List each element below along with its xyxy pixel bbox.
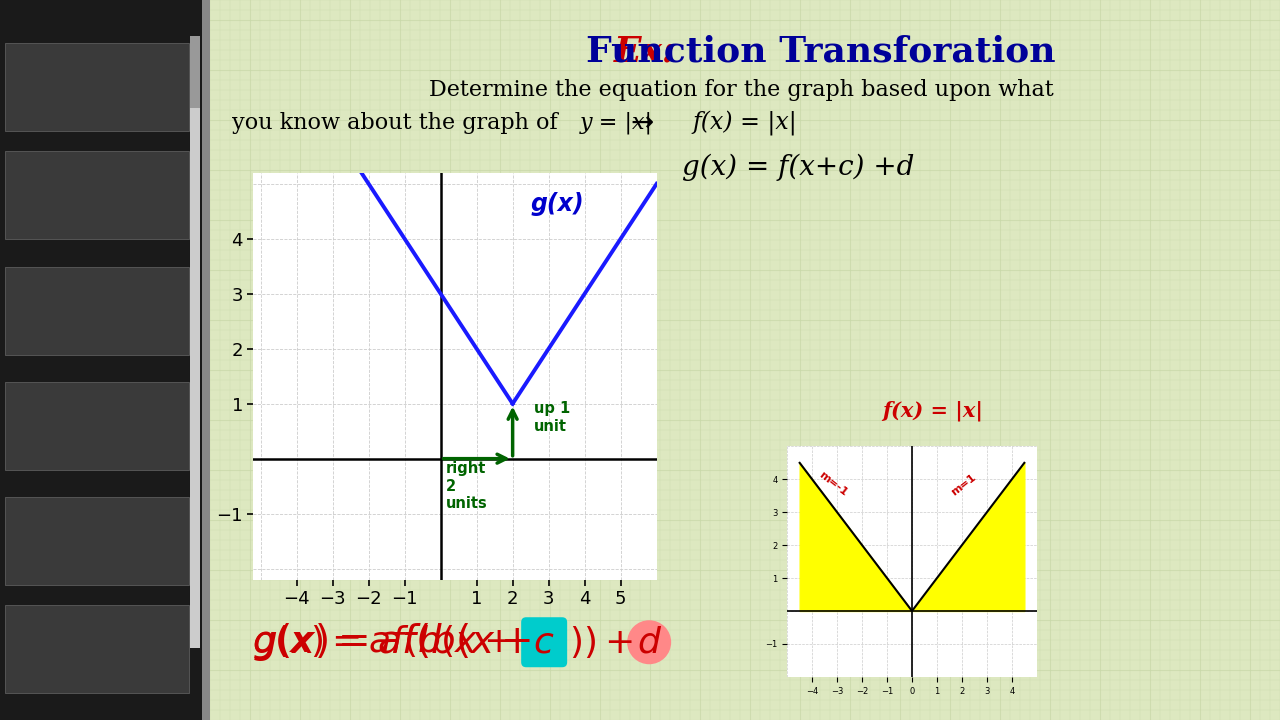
Bar [5,151,189,239]
Bar [202,0,210,720]
Text: $g(x) = af(b(x +$: $g(x) = af(b(x +$ [252,624,512,661]
Text: f(x) = |x|: f(x) = |x| [692,110,797,135]
Text: Ex:: Ex: [613,35,689,69]
Bar [191,72,200,648]
Bar [5,382,189,470]
Text: Determine the equation for the graph based upon what: Determine the equation for the graph bas… [429,79,1053,101]
Text: g(x) = f(x+c) +d: g(x) = f(x+c) +d [682,153,915,181]
Circle shape [627,620,671,665]
Text: you know about the graph of: you know about the graph of [232,112,564,134]
Bar [0,0,202,720]
Text: m=-1: m=-1 [817,469,850,498]
FancyBboxPatch shape [521,617,567,667]
Text: $d$: $d$ [636,625,662,660]
Text: m=1: m=1 [950,472,978,498]
Bar [5,605,189,693]
Text: Function Transforation: Function Transforation [586,35,1056,69]
Text: y = |x|: y = |x| [580,112,653,134]
Text: $)) +$: $)) +$ [570,624,632,660]
Text: right
2
units: right 2 units [445,462,488,511]
Bar [5,43,189,131]
Bar [5,266,189,355]
Text: $g(x) = af\left(b\left(x+\right.\right.$: $g(x) = af\left(b\left(x+\right.\right.$ [252,621,531,663]
Text: $c$: $c$ [534,625,554,660]
Bar [5,497,189,585]
Text: f(x) = |x|: f(x) = |x| [882,401,983,421]
Text: g(x): g(x) [531,192,584,216]
Text: up 1
unit: up 1 unit [534,401,571,433]
Bar [191,36,200,108]
Text: →: → [631,109,654,137]
